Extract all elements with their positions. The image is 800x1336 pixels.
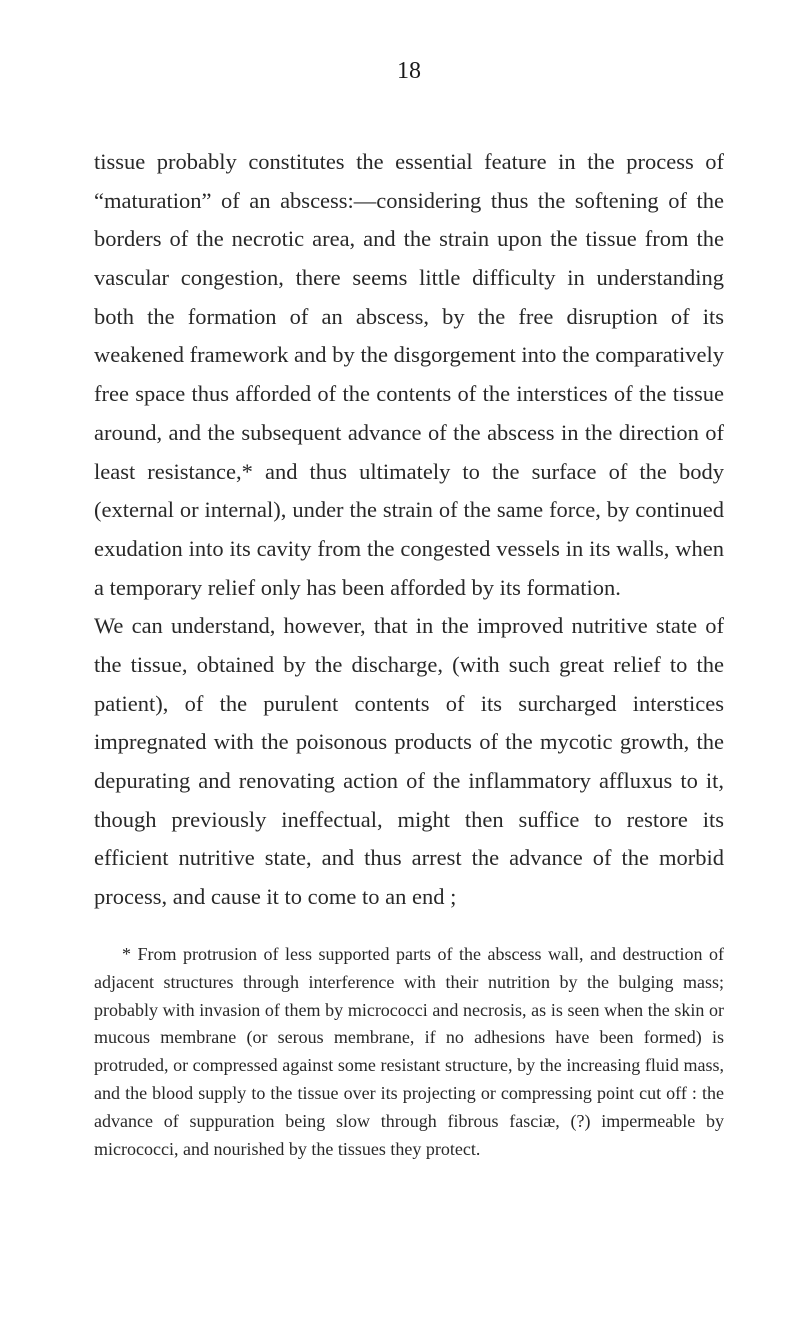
page-number: 18 [94, 58, 724, 85]
body-text-container: tissue probably constitutes the essentia… [94, 143, 724, 917]
footnote: * From protrusion of less supported part… [94, 941, 724, 1164]
paragraph-2: We can understand, however, that in the … [94, 607, 724, 917]
paragraph-1: tissue probably constitutes the essentia… [94, 143, 724, 607]
